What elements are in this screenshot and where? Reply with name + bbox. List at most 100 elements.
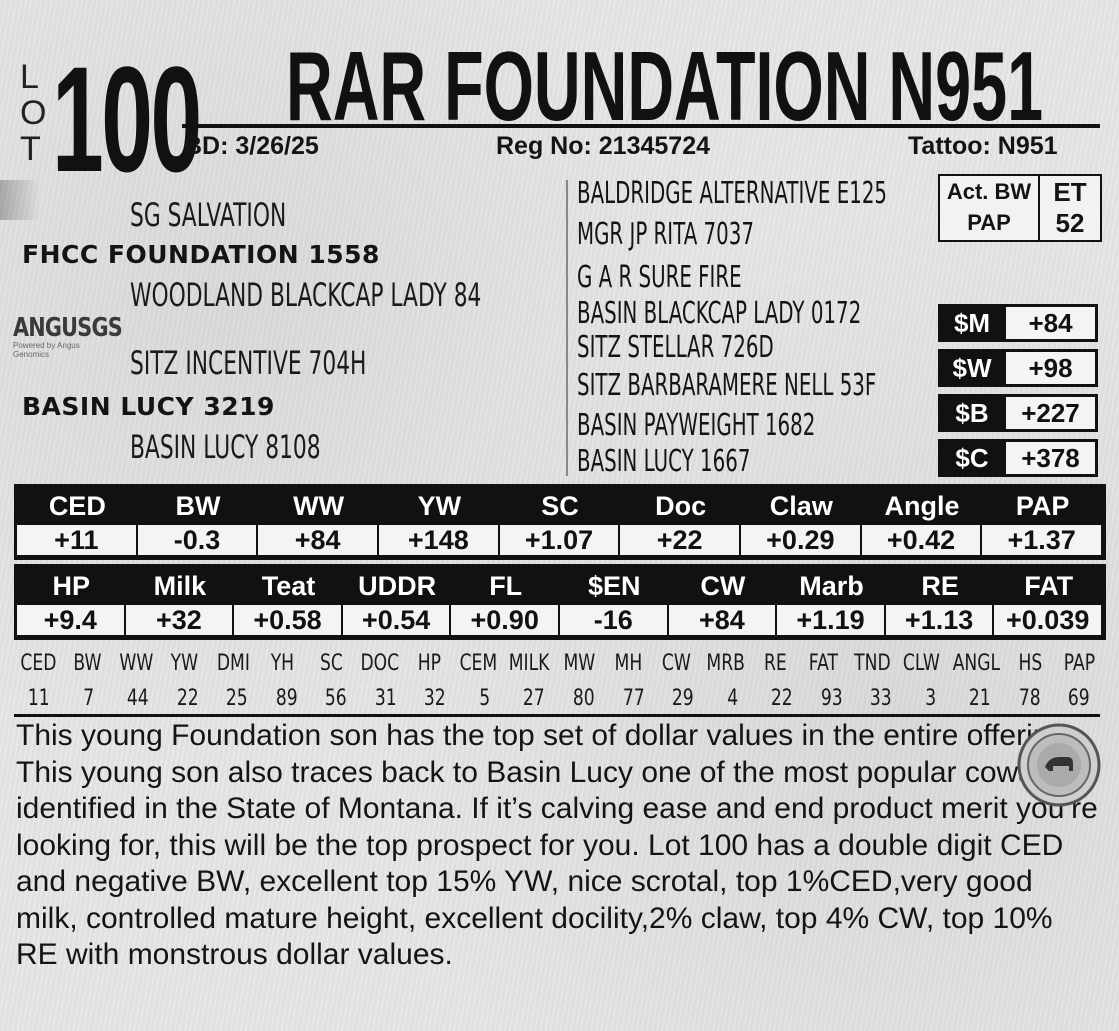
epd_row2-value-uddr: +0.54	[342, 605, 450, 635]
lot-letter-o: O	[20, 94, 47, 132]
dollar-index-m: $M +84	[938, 304, 1098, 342]
dollar-index-w: $W +98	[938, 349, 1098, 387]
epd_row2-header-fat: FAT	[994, 567, 1103, 605]
epd_row2-value-cw: +84	[668, 605, 776, 635]
act-bw-label: Act. BW	[940, 176, 1040, 208]
dollar-m-label: $M	[953, 307, 991, 338]
percentile-values: 11 7 44 22 25 89 56 31 32 5 27 80 77 29 4 22 93 33 3 21 78 69	[14, 686, 1104, 711]
percentile-headers-dmi: DMI	[216, 651, 251, 676]
epd_row1-header-yw: YW	[378, 487, 500, 525]
pedigree-right-6: SITZ BARBARAMERE NELL 53F	[577, 368, 877, 403]
epd_row2-header-cw: CW	[668, 567, 778, 605]
epd_row1-header-pap: PAP	[982, 487, 1103, 525]
percentile-values-dmi: 25	[226, 686, 248, 711]
epd_row2-value-marb: +1.19	[777, 605, 884, 635]
edge-decoration	[0, 180, 40, 220]
tattoo-value: N951	[997, 132, 1058, 160]
percentile-headers-mrb: MRB	[706, 651, 746, 676]
epd_row2-header-fl: FL	[451, 567, 560, 605]
percentile-headers-hp: HP	[417, 651, 442, 676]
percentile-values-fat: 93	[820, 686, 843, 711]
epd-table-1: CED BW WW YW SC Doc Claw Angle PAP +11 -0.3 +84 +148…	[14, 484, 1106, 560]
percentile-headers-milk: MILK	[508, 651, 550, 676]
pap-value: 52	[1055, 207, 1085, 238]
epd_row1-header-bw: BW	[137, 487, 259, 525]
epd_row2-value-fat: +0.039	[994, 605, 1101, 635]
lot-letter-t: T	[20, 130, 41, 168]
dollar-m-value: +84	[1006, 307, 1095, 339]
pedigree-right-8: BASIN LUCY 1667	[577, 444, 751, 479]
percentile-headers-sc: SC	[319, 651, 343, 676]
percentile-headers-fat: FAT	[809, 651, 839, 676]
epd_row1-value-yw: +148	[378, 525, 498, 555]
bd-label: BD:	[184, 132, 229, 160]
epd_row2-header-en: $EN	[559, 567, 669, 605]
percentile-values-mh: 77	[622, 686, 645, 711]
epd_row1-value-ced: +11	[17, 525, 136, 555]
epd_row1-header-claw: Claw	[740, 487, 862, 525]
epd_row2-value-fl: +0.90	[451, 605, 558, 635]
pedigree-divider	[566, 180, 568, 476]
percentile-headers-tnd: TND	[854, 651, 891, 676]
percentile-values-bw: 7	[82, 686, 94, 711]
percentile-headers-bw: BW	[73, 651, 102, 676]
percentile-headers-cem: CEM	[459, 651, 498, 676]
percentile-headers-yw: YW	[170, 651, 199, 676]
pedigree-dam-sire: SITZ INCENTIVE 704H	[130, 344, 367, 382]
percentile-headers-doc: DOC	[360, 651, 400, 676]
percentile-divider	[14, 714, 1100, 717]
epd_row2-header-hp: HP	[17, 567, 126, 605]
pedigree-sire-sire: SG SALVATION	[130, 196, 287, 234]
percentile-headers-ced: CED	[20, 651, 57, 676]
dollar-w-value: +98	[1006, 352, 1095, 384]
percentile-values-cw: 29	[671, 686, 694, 711]
registration-number: Reg No: 21345724	[496, 132, 710, 161]
epd_row1-header-ww: WW	[258, 487, 379, 525]
percentile-headers-mh: MH	[614, 651, 642, 676]
percentile-values-hp: 32	[424, 686, 447, 711]
dollar-index-b: $B +227	[938, 394, 1098, 432]
act-bw-value: ET	[1053, 176, 1087, 207]
percentile-headers-re: RE	[763, 651, 787, 676]
percentile-headers-pap: PAP	[1063, 651, 1096, 676]
pap-label: PAP	[940, 206, 1040, 240]
lot-description: This young Foundation son has the top se…	[16, 719, 1100, 971]
percentile-values-tnd: 33	[870, 686, 892, 711]
pedigree-right-2: MGR JP RITA 7037	[577, 217, 754, 252]
pap-box: PAP 52	[938, 206, 1102, 242]
logo-subtext: Powered by Angus Genomics	[13, 341, 80, 359]
lot-number: 100	[52, 35, 202, 203]
percentile-values-cem: 5	[479, 686, 491, 711]
pedigree-dam: BASIN LUCY 3219	[22, 392, 275, 421]
epd_row2-header-milk: Milk	[125, 567, 235, 605]
epd_row1-value-sc: +1.07	[499, 525, 619, 555]
dollar-c-label: $C	[955, 442, 989, 473]
pedigree-right-4: BASIN BLACKCAP LADY 0172	[577, 296, 862, 331]
percentile-values-clw: 3	[925, 686, 937, 711]
dollar-w-label: $W	[952, 352, 992, 383]
percentile-values-milk: 27	[523, 686, 546, 711]
tattoo: Tattoo: N951	[908, 132, 1058, 161]
percentile-headers-cw: CW	[662, 651, 692, 676]
epd_row2-header-teat: Teat	[234, 567, 343, 605]
pedigree-right-3: G A R SURE FIRE	[577, 260, 742, 295]
epd_row1-value-ww: +84	[258, 525, 377, 555]
percentile-headers-angl: ANGL	[952, 651, 1000, 676]
epd_row1-header-ced: CED	[17, 487, 138, 525]
percentile-headers-mw: MW	[563, 651, 596, 676]
percentile-headers: CED BW WW YW DMI YH SC DOC HP CEM MILK MW MH CW MRB RE F…	[14, 651, 1104, 676]
pedigree-right-1: BALDRIDGE ALTERNATIVE E125	[577, 176, 888, 211]
percentile-headers-clw: CLW	[902, 651, 940, 676]
birth-date: BD: 3/26/25	[184, 132, 319, 161]
epd_row1-value-pap: +1.37	[982, 525, 1101, 555]
epd-table-2: HP Milk Teat UDDR FL $EN CW Marb RE FAT +9.4 +32 +0.…	[14, 564, 1106, 640]
pedigree-dam-dam: BASIN LUCY 8108	[130, 428, 321, 466]
percentile-headers-ww: WW	[118, 651, 153, 676]
epd_row2-value-teat: +0.58	[234, 605, 341, 635]
reg-label: Reg No:	[496, 132, 592, 160]
angus-seal-icon	[1017, 723, 1101, 807]
epd_row1-value-bw: -0.3	[137, 525, 257, 555]
epd_row1-value-claw: +0.29	[740, 525, 860, 555]
pedigree-sire-dam: WOODLAND BLACKCAP LADY 84	[130, 276, 482, 314]
percentile-values-angl: 21	[969, 686, 992, 711]
